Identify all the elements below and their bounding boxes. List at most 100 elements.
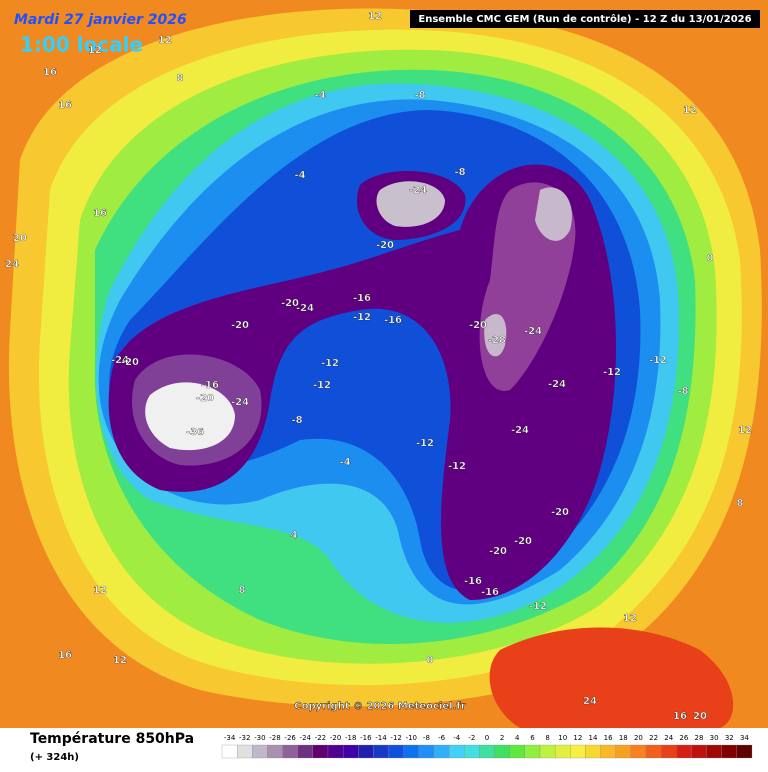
legend-label: -14: [375, 734, 387, 742]
legend-label: 0: [485, 734, 489, 742]
contour-label: -36: [186, 427, 204, 438]
contour-label: -24: [548, 379, 566, 390]
contour-label: -28: [488, 335, 506, 346]
legend-swatch: [554, 744, 571, 759]
contour-label: 16: [43, 67, 57, 78]
siberia-center-2: [484, 314, 507, 357]
footer-title: Température 850hPa: [30, 731, 194, 747]
legend-swatch: [267, 744, 283, 759]
legend-swatch: [524, 744, 541, 759]
date: Mardi 27 janvier 2026: [14, 12, 187, 28]
legend-swatch: [221, 744, 238, 759]
legend-swatch: [630, 744, 647, 759]
contour-label: 8: [737, 498, 744, 509]
contour-label: -24: [511, 425, 529, 436]
legend-label: -26: [284, 734, 296, 742]
contour-label: 20: [693, 711, 707, 722]
legend-label: -10: [406, 734, 417, 742]
legend-swatch: [600, 744, 616, 759]
time: 1:00 locale: [20, 33, 143, 57]
contour-label: -12: [529, 601, 547, 612]
legend-label: 4: [515, 734, 520, 742]
legend-label: 20: [634, 734, 643, 742]
legend-label: -4: [453, 734, 461, 742]
contour-label: -4: [294, 170, 305, 181]
copyright: Copyright © 2026 Meteociel.fr: [294, 701, 465, 712]
warm-core: [489, 627, 734, 728]
contour-label: -16: [201, 380, 219, 391]
legend-label: 6: [530, 734, 535, 742]
legend-swatch: [585, 744, 601, 759]
legend-label: 24: [664, 734, 673, 742]
contour-label: 0: [707, 253, 714, 264]
legend-label: -20: [330, 734, 341, 742]
contour-label: 24: [583, 696, 597, 707]
run-box: [410, 10, 760, 28]
contour-label: -12: [416, 438, 434, 449]
contour-label: -8: [291, 415, 302, 426]
contour-label: 8: [239, 585, 246, 596]
legend-swatch: [509, 744, 526, 759]
legend-label: -34: [224, 734, 236, 742]
contour-label: 0: [427, 655, 434, 666]
legend-swatch: [448, 744, 465, 759]
legend-swatch: [494, 744, 510, 759]
legend-swatch: [388, 744, 404, 759]
contour-label: -20: [376, 240, 394, 251]
contour-label: -20: [469, 320, 487, 331]
legend-label: -12: [390, 734, 401, 742]
contour-label: -24: [111, 355, 129, 366]
legend-label: 30: [710, 734, 719, 742]
legend-swatch: [479, 744, 495, 759]
legend-swatch: [736, 744, 753, 759]
legend-label: -28: [269, 734, 280, 742]
legend-swatch: [327, 744, 344, 759]
legend-swatch: [373, 744, 389, 759]
contour-label: -20: [281, 298, 299, 309]
contour-label: -20: [231, 320, 249, 331]
legend-swatch: [282, 744, 298, 759]
contour-label: 12: [683, 105, 697, 116]
legend-label: -22: [315, 734, 326, 742]
legend-label: 32: [725, 734, 734, 742]
legend-swatch: [721, 744, 738, 759]
contour-label: 12: [158, 35, 172, 46]
siberia-center: [535, 187, 572, 241]
legend-label: -30: [254, 734, 265, 742]
legend-label: -16: [360, 734, 372, 742]
contour-label: 16: [58, 650, 72, 661]
legend-swatch: [252, 744, 268, 759]
contour-label: -12: [321, 358, 339, 369]
contour-label: -20: [551, 507, 569, 518]
footer-lead: (+ 324h): [30, 752, 79, 763]
contour-label: -20: [196, 393, 214, 404]
legend-label: 18: [619, 734, 628, 742]
legend-swatch: [297, 744, 314, 759]
contour-label: 16: [673, 711, 687, 722]
legend-label: 16: [604, 734, 613, 742]
legend-swatch: [706, 744, 722, 759]
legend-label: -6: [438, 734, 446, 742]
contour-label: 20: [13, 233, 27, 244]
contour-label: 8: [177, 73, 184, 84]
legend-swatch: [539, 744, 556, 759]
canada-center: [145, 382, 235, 451]
contour-label: -20: [514, 536, 532, 547]
contour-label: -12: [649, 355, 667, 366]
contour-label: -24: [409, 185, 427, 196]
legend-swatch: [570, 744, 586, 759]
contour-label: 12: [88, 45, 102, 56]
contour-label: -12: [603, 367, 621, 378]
contour-label: -20: [489, 546, 507, 557]
legend-label: 10: [558, 734, 567, 742]
contour-label: -24: [296, 303, 314, 314]
legend-label: 22: [649, 734, 658, 742]
legend-label: -32: [239, 734, 250, 742]
legend-label: 12: [573, 734, 582, 742]
contour-label: 4: [291, 530, 298, 541]
contour-label: 12: [113, 655, 127, 666]
legend-swatch: [645, 744, 662, 759]
legend-swatch: [403, 744, 420, 759]
contour-label: 12: [623, 613, 637, 624]
